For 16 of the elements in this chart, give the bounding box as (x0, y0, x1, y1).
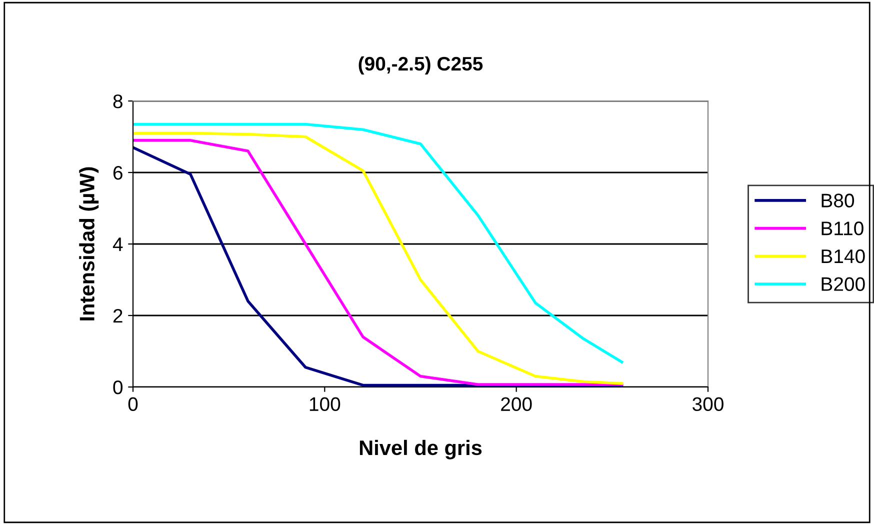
y-tick-label: 6 (113, 166, 122, 180)
legend-label: B140 (822, 249, 865, 264)
x-tick-label: 0 (128, 397, 138, 412)
legend-label: B110 (822, 222, 864, 236)
x-axis-title: Nivel de gris (360, 440, 482, 460)
y-axis-title: Intensidad (µW) (79, 167, 99, 320)
y-tick-label: 4 (112, 238, 123, 252)
y-tick-label: 2 (113, 308, 122, 323)
x-tick-label: 300 (692, 397, 724, 412)
y-tick-label: 8 (113, 94, 122, 108)
legend-label: B80 (822, 194, 854, 208)
legend-label: B200 (822, 277, 865, 291)
x-tick-label: 200 (501, 397, 532, 412)
y-tick-label: 0 (113, 380, 123, 394)
chart-title: (90,-2.5) C255 (358, 56, 483, 74)
x-tick-label: 100 (310, 397, 340, 412)
